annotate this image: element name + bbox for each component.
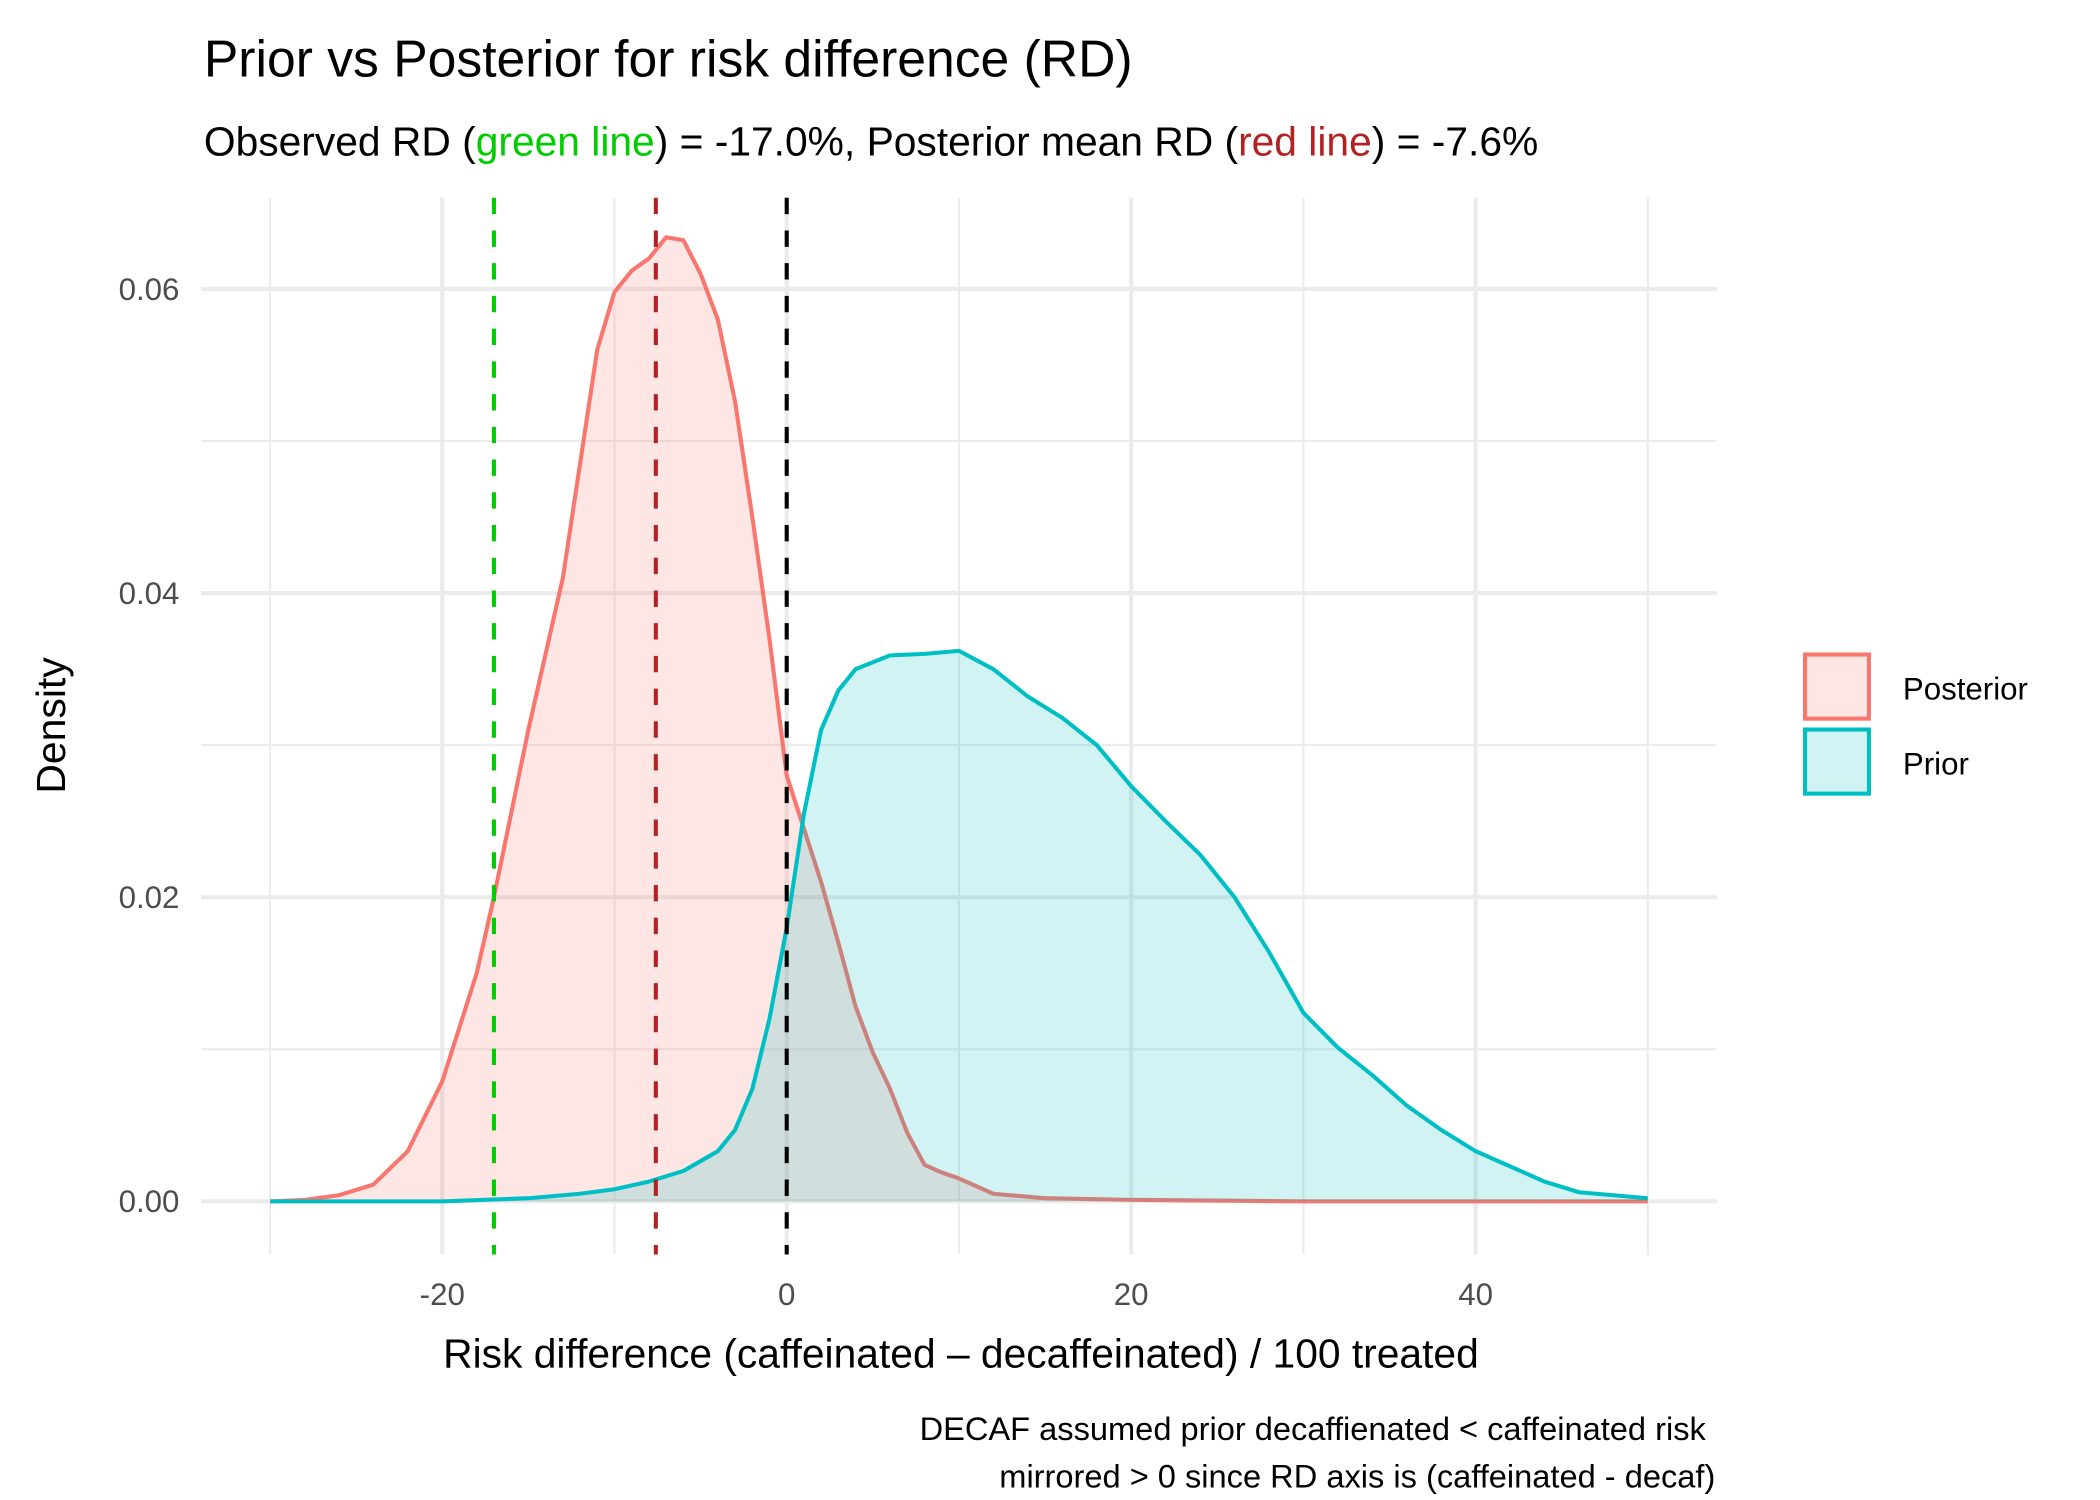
subtitle-green-label: green line xyxy=(476,118,655,164)
subtitle-part1: Observed RD ( xyxy=(204,118,476,164)
chart-title: Prior vs Posterior for risk difference (… xyxy=(204,29,1133,87)
x-tick-label: 40 xyxy=(1458,1277,1493,1312)
x-tick-label: 20 xyxy=(1114,1277,1149,1312)
y-tick-label: 0.02 xyxy=(119,880,180,915)
legend-label-prior: Prior xyxy=(1903,747,1969,782)
y-tick-label: 0.04 xyxy=(119,576,180,611)
x-axis-title: Risk difference (caffeinated – decaffein… xyxy=(443,1331,1479,1377)
posterior-density-line xyxy=(269,235,1648,1204)
x-tick-label: -20 xyxy=(420,1277,465,1312)
posterior-density-area xyxy=(270,237,1648,1202)
density-areas xyxy=(269,235,1648,1204)
y-tick-label: 0.00 xyxy=(119,1184,180,1219)
legend: Posterior Prior xyxy=(1803,652,2028,796)
subtitle-part3: ) = -7.6% xyxy=(1372,118,1539,164)
prior-density-line xyxy=(270,648,1648,1204)
legend-key-posterior xyxy=(1803,652,1871,721)
legend-key-prior xyxy=(1803,727,1871,796)
prior-density-area xyxy=(270,650,1648,1202)
legend-label-posterior: Posterior xyxy=(1903,672,2028,707)
reference-lines xyxy=(491,197,789,1255)
axis-ticks: -20 0 20 40 0.00 0.02 0.04 0.06 xyxy=(119,272,1493,1312)
subtitle-red-label: red line xyxy=(1238,118,1372,164)
caption-line-2: mirrored > 0 since RD axis is (caffeinat… xyxy=(999,1458,1715,1495)
caption-line-1: DECAF assumed prior decaffienated < caff… xyxy=(920,1410,1707,1447)
y-tick-label: 0.06 xyxy=(119,272,180,307)
y-axis-title: Density xyxy=(28,657,74,794)
x-tick-label: 0 xyxy=(778,1277,795,1312)
subtitle-part2: ) = -17.0%, Posterior mean RD ( xyxy=(655,118,1239,164)
chart-subtitle: Observed RD (green line) = -17.0%, Poste… xyxy=(204,118,1538,164)
